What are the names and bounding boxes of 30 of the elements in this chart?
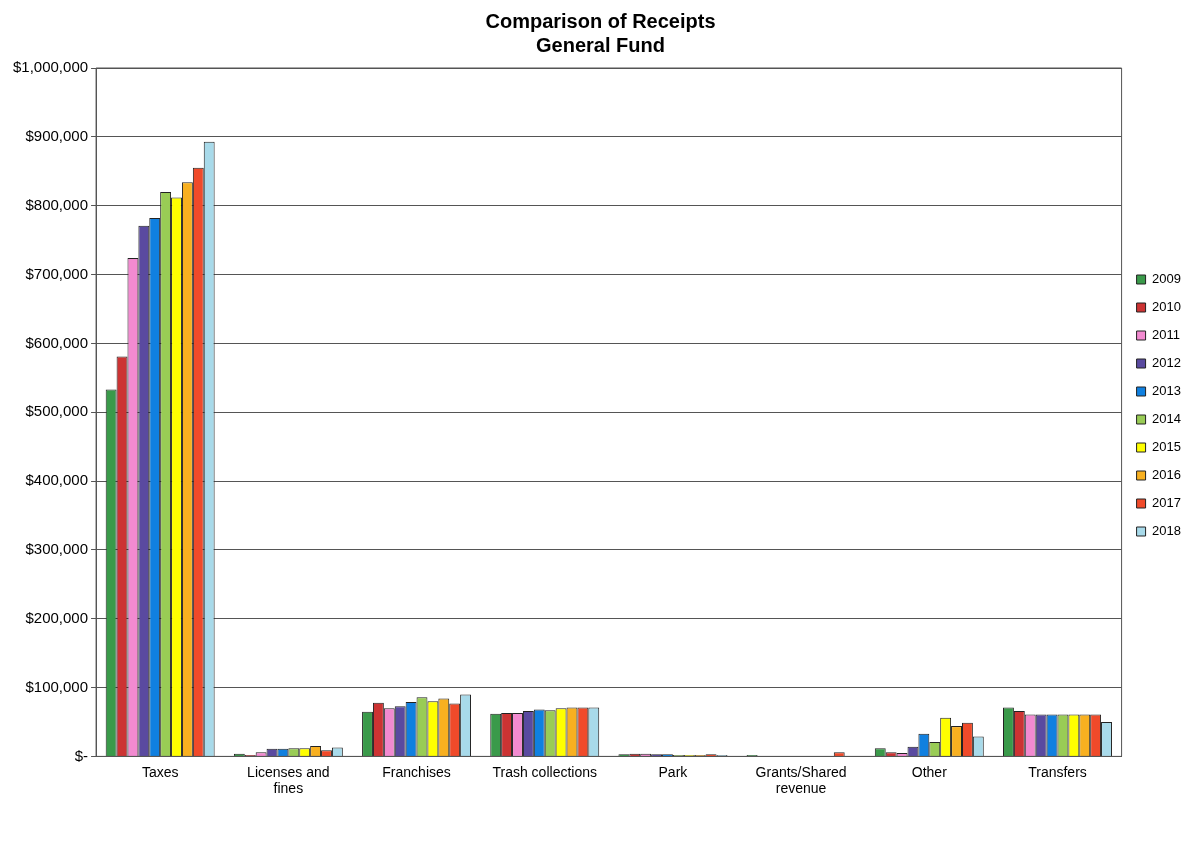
y-tick-label: $600,000 — [25, 333, 89, 351]
x-tick-label: Transfers — [1028, 763, 1087, 780]
legend-label: 2016 — [1152, 467, 1181, 483]
y-tick-label: $500,000 — [25, 402, 89, 420]
y-tick-label: $800,000 — [25, 195, 89, 213]
x-tick-label: Park — [658, 763, 689, 780]
y-tick-label: $400,000 — [25, 471, 89, 489]
legend-label: 2014 — [1152, 411, 1181, 427]
y-tick-label: $200,000 — [25, 608, 89, 626]
x-tick-label: Taxes — [141, 763, 179, 780]
legend-label: 2009 — [1152, 271, 1181, 287]
legend-label: 2011 — [1152, 327, 1181, 343]
legend-label: 2017 — [1152, 495, 1181, 511]
legend-label: 2010 — [1152, 299, 1181, 315]
x-tick-label: Grants/Shared revenue — [755, 763, 847, 797]
y-tick-label: $300,000 — [25, 540, 89, 558]
x-tick-label: Licenses and fines — [247, 763, 330, 797]
legend-label: 2018 — [1152, 523, 1181, 539]
y-tick-label: $100,000 — [25, 677, 89, 695]
legend-label: 2015 — [1152, 439, 1181, 455]
x-tick-label: Other — [911, 763, 948, 780]
x-tick-label: Trash collections — [492, 763, 597, 780]
y-tick-label: $1,000,000 — [13, 58, 89, 76]
y-tick-label: $- — [74, 746, 89, 764]
x-tick-label: Franchises — [382, 763, 451, 780]
chart-title: Comparison of Receipts General Fund — [485, 9, 716, 56]
y-tick-label: $700,000 — [25, 264, 89, 282]
legend-label: 2012 — [1152, 355, 1181, 371]
y-tick-label: $900,000 — [25, 126, 89, 144]
legend-label: 2013 — [1152, 383, 1181, 399]
